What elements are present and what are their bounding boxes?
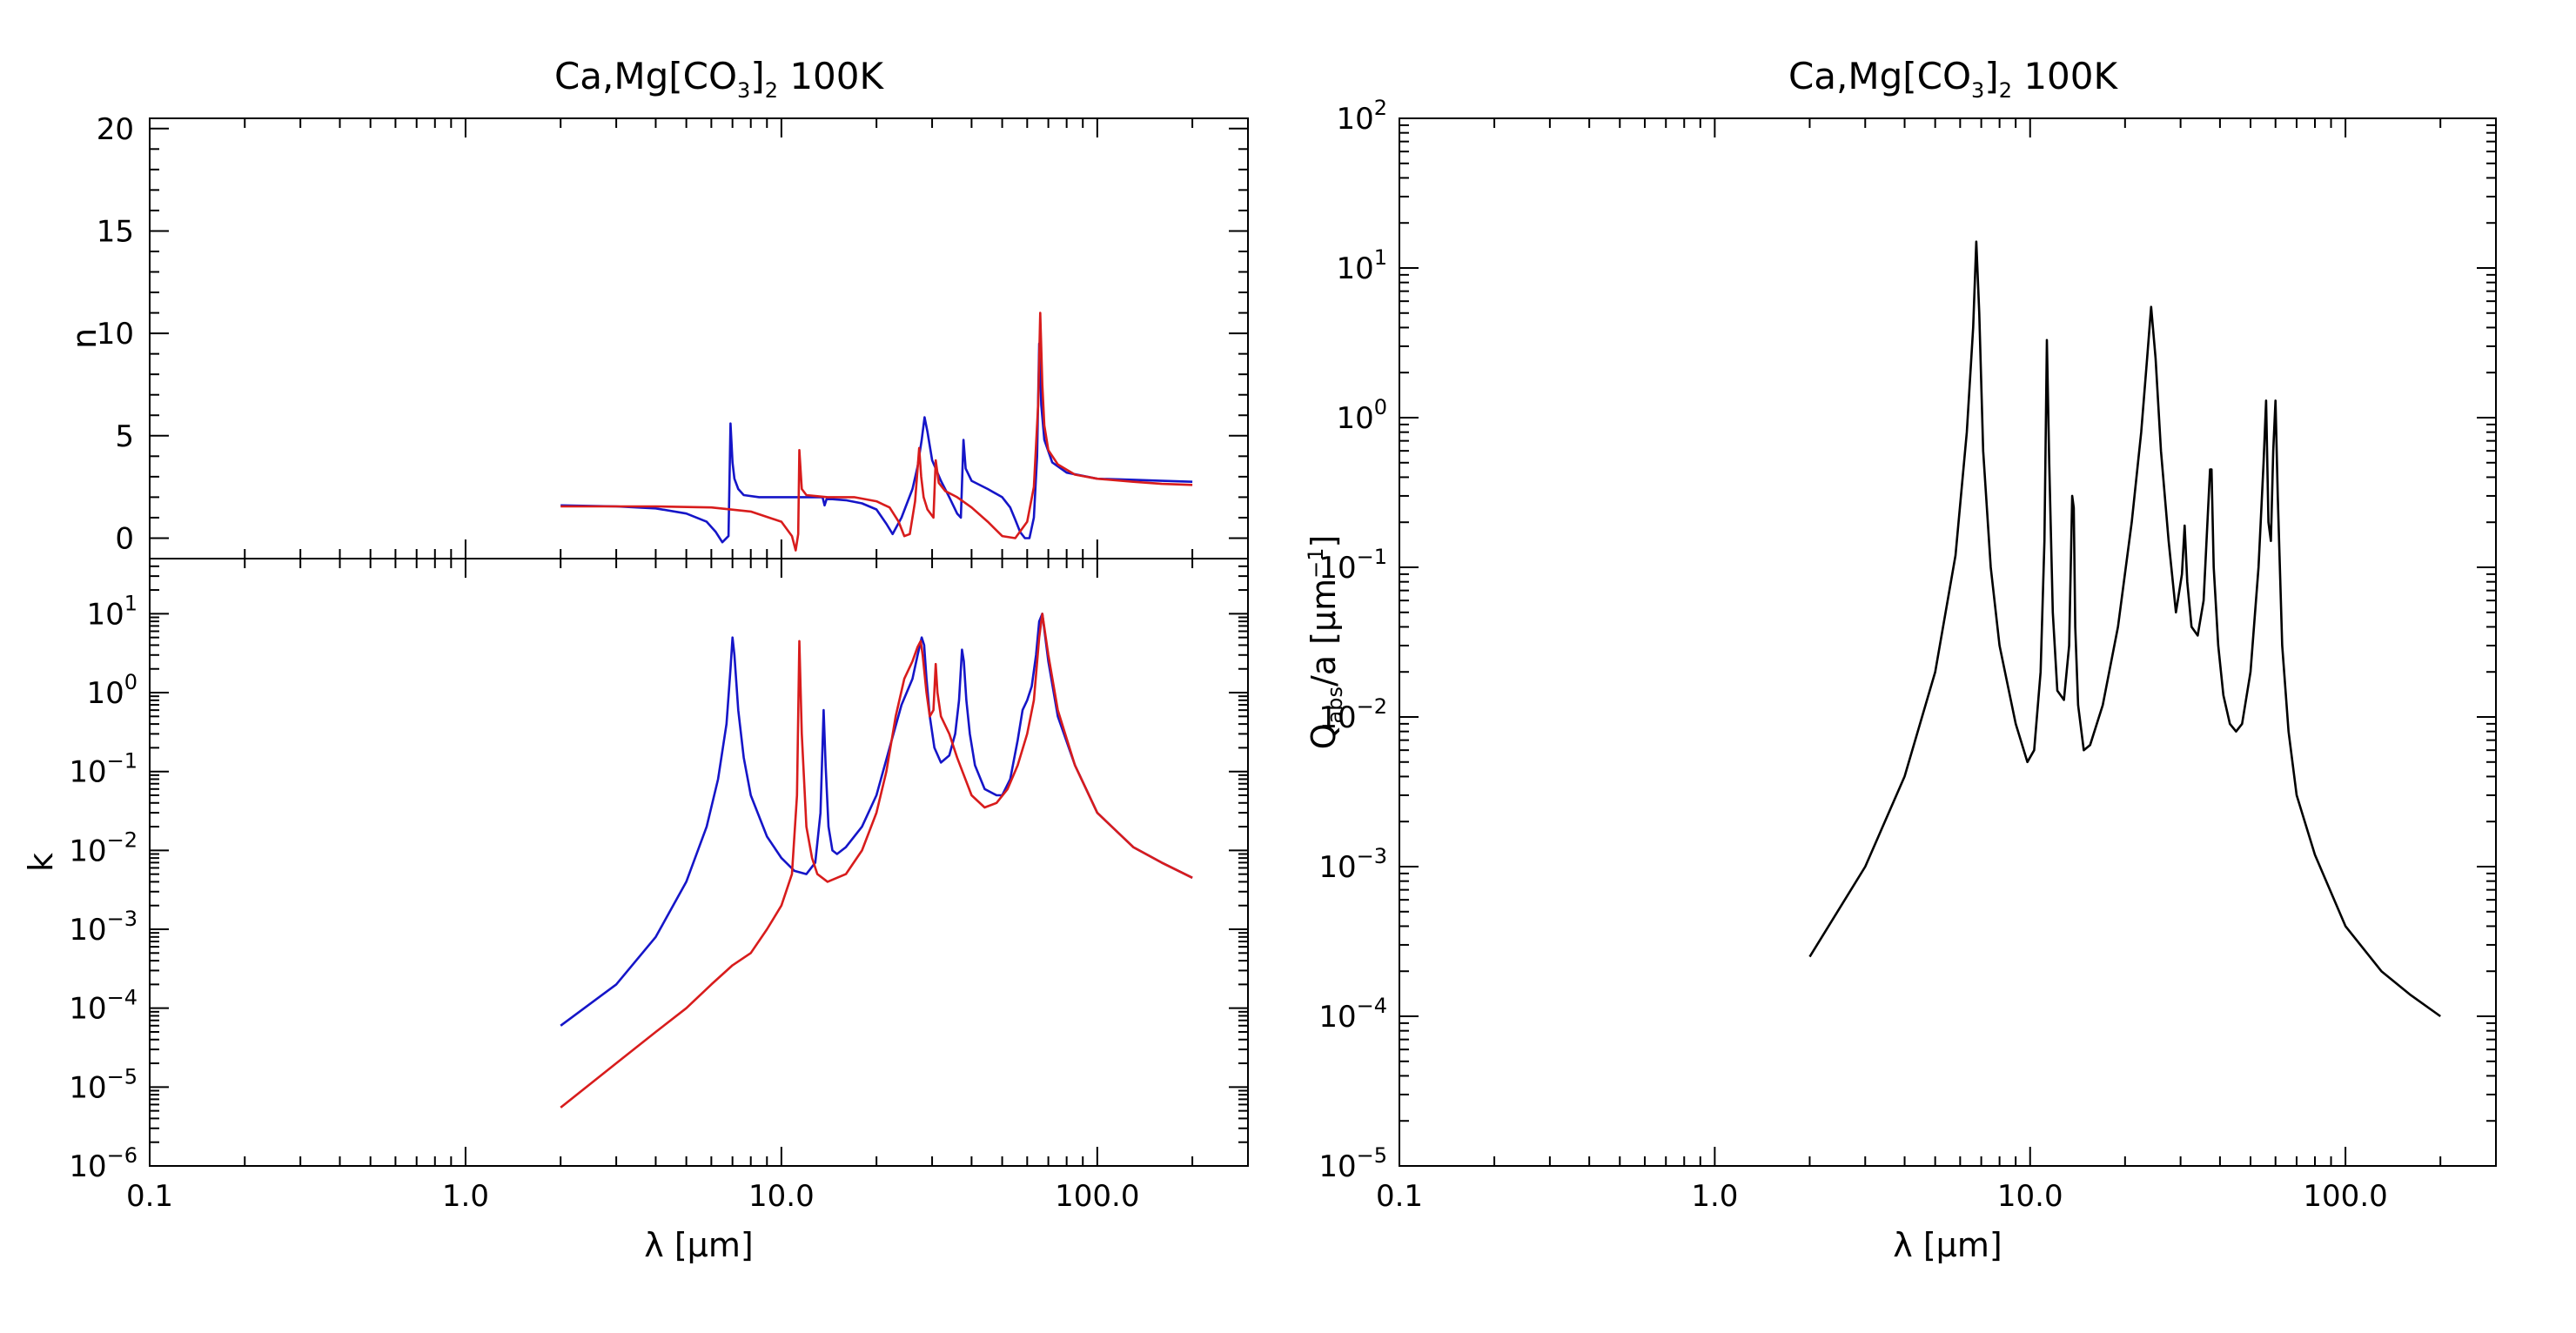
- n-series-1-line: [560, 342, 1193, 544]
- k-panel: 0.1 1.0 10.0 100.0 10−6 10−5 10−4 10−3 10−2 10−1 1…: [22, 558, 1249, 1264]
- k-x-tick-label: 10.0: [748, 1179, 815, 1214]
- q-x-axis-label: λ [μm]: [1893, 1226, 2002, 1264]
- q-x-tick-label: 100.0: [2303, 1179, 2387, 1214]
- q-y-tick-label: 102: [1336, 96, 1387, 137]
- k-y-tick-label: 10−5: [69, 1064, 138, 1105]
- left-chart-title: Ca,Mg[CO3]2 100K: [554, 55, 885, 103]
- q-x-tick-label: 10.0: [1997, 1179, 2063, 1214]
- q-y-tick-label: 10−4: [1318, 994, 1387, 1035]
- k-y-tick-label: 10−1: [69, 749, 138, 790]
- n-y-tick-label: 0: [115, 521, 134, 556]
- n-y-tick-label: 5: [115, 419, 134, 454]
- q-y-axis-label: Qabs/a [μm−1]: [1304, 535, 1347, 750]
- n-y-tick-label: 20: [97, 112, 134, 147]
- k-y-tick-label: 101: [86, 591, 138, 632]
- k-y-tick-label: 100: [86, 670, 138, 711]
- q-series-1-line: [1808, 240, 2441, 1018]
- k-x-tick-label: 100.0: [1055, 1179, 1139, 1214]
- n-y-tick-label: 15: [97, 214, 134, 249]
- k-y-tick-label: 10−6: [69, 1143, 138, 1184]
- k-x-tick-label: 0.1: [126, 1179, 173, 1214]
- k-y-tick-label: 10−2: [69, 827, 138, 868]
- k-x-tick-label: 1.0: [442, 1179, 489, 1214]
- n-y-axis-label: n: [65, 328, 104, 349]
- q-y-tick-label: 10−3: [1318, 844, 1387, 885]
- right-chart-title: Ca,Mg[CO3]2 100K: [1788, 55, 2119, 103]
- k-series-2-line: [560, 613, 1193, 1109]
- q-x-tick-label: 0.1: [1376, 1179, 1423, 1214]
- n-y-tick-label: 10: [97, 317, 134, 352]
- k-y-tick-label: 10−4: [69, 986, 138, 1027]
- q-y-tick-label: 10−2: [1318, 694, 1387, 735]
- q-x-tick-label: 1.0: [1691, 1179, 1738, 1214]
- q-y-tick-label: 100: [1336, 395, 1387, 436]
- q-panel: 0.1 1.0 10.0 100.0 10−5 10−4 10−3 10−2 10−1 100 10…: [1304, 96, 2497, 1264]
- k-y-axis-label: k: [22, 853, 60, 872]
- q-y-tick-label: 10−1: [1318, 545, 1387, 586]
- q-plot-frame: [1399, 117, 2497, 1167]
- q-y-tick-label: 10−5: [1318, 1143, 1387, 1184]
- k-y-tick-label: 10−3: [69, 907, 138, 948]
- k-x-axis-label: λ [μm]: [644, 1226, 753, 1264]
- n-panel: 0 5 10 15 20 n: [65, 112, 1249, 559]
- k-series-1-line: [560, 613, 1193, 1027]
- q-y-tick-label: 101: [1336, 245, 1387, 286]
- k-plot-frame: [149, 558, 1249, 1167]
- n-series-2-line: [560, 311, 1193, 552]
- n-plot-frame: [149, 117, 1249, 559]
